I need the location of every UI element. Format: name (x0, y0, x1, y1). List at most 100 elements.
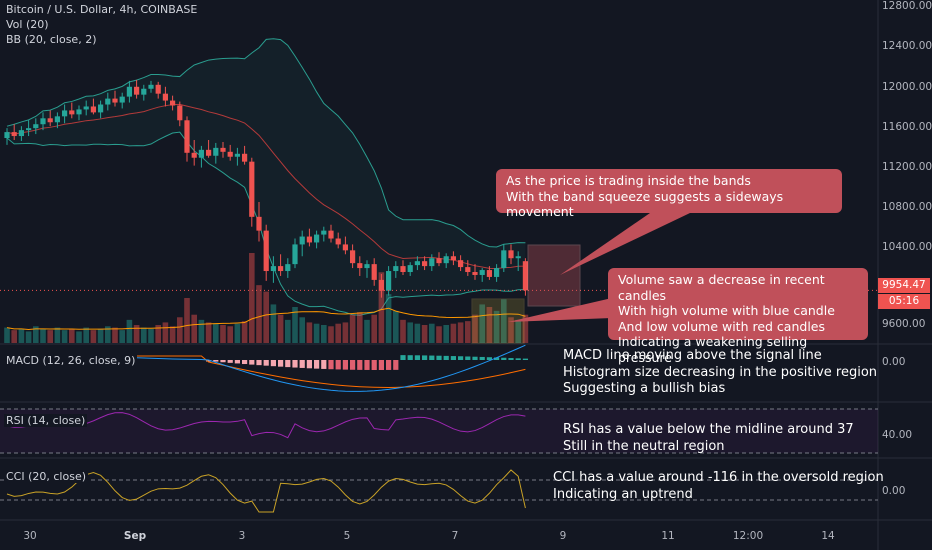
time-tick: 3 (238, 530, 246, 542)
volume-bar (169, 326, 176, 343)
candle-body (134, 86, 140, 95)
volume-bar (457, 322, 464, 343)
volume-bar (277, 314, 284, 343)
symbol-legend[interactable]: Bitcoin / U.S. Dollar, 4h, COINBASE (4, 3, 200, 16)
time-tick: 30 (23, 530, 37, 542)
note-line: Indicating an uptrend (553, 486, 693, 502)
candle-body (522, 261, 528, 291)
macd-histogram-bar (213, 360, 219, 362)
cci-line (6, 469, 526, 513)
volume-bar (133, 325, 140, 343)
macd-histogram-bar (357, 360, 363, 370)
candle-body (321, 230, 327, 235)
note-line: MACD line moving above the signal line (563, 348, 822, 363)
volume-bar (54, 327, 61, 343)
volume-bar (227, 326, 233, 343)
volume-bar (177, 317, 183, 343)
candle-body (105, 98, 111, 105)
volume-bar (198, 319, 205, 343)
macd-histogram-bar (364, 360, 370, 370)
candle-body (162, 93, 168, 101)
macd-histogram-bar (292, 360, 298, 368)
volume-bar (299, 317, 305, 343)
note-line: Histogram size decreasing in the positiv… (563, 364, 878, 380)
candle-body (148, 84, 154, 89)
volume-bar (141, 327, 147, 343)
price-tick: 11200.00 (882, 161, 932, 173)
candle-body (69, 110, 75, 115)
rsi-band (0, 409, 878, 453)
macd-histogram-bar (299, 360, 305, 368)
candle-body (357, 263, 363, 269)
candle-body (292, 244, 298, 265)
note-line: Suggesting a bullish bias (563, 381, 726, 396)
macd-histogram-bar (249, 360, 255, 365)
candle-body (486, 270, 492, 277)
note-line: CCI has a value around -116 in the overs… (553, 470, 884, 485)
macd-histogram-bar (328, 360, 334, 370)
bollinger-callout[interactable]: As the price is trading inside the bands… (496, 169, 842, 219)
macd-histogram-bar (285, 360, 291, 368)
candle-body (472, 272, 478, 275)
macd-histogram-bar (263, 360, 269, 366)
volume-bar (364, 319, 370, 343)
volume-bar (285, 319, 291, 343)
bollinger-legend[interactable]: BB (20, close, 2) (4, 33, 99, 46)
volume-bar (97, 328, 104, 343)
candle-body (400, 266, 406, 273)
candle-body (198, 149, 204, 158)
candle-body (54, 116, 60, 123)
volume-bar (450, 323, 457, 343)
bollinger-highlight-box (527, 244, 581, 307)
volume-bar (313, 323, 320, 343)
macd-histogram-bar (270, 360, 276, 367)
candle-body (371, 264, 377, 280)
volume-bar (522, 314, 529, 343)
macd-histogram-bar (422, 355, 428, 360)
candle-body (256, 216, 262, 231)
macd-note[interactable]: MACD line moving above the signal line H… (563, 348, 877, 398)
macd-histogram-bar (393, 360, 399, 370)
candle-body (112, 98, 118, 103)
volume-bar (4, 327, 10, 343)
candle-body (47, 118, 53, 123)
time-tick: 7 (451, 530, 459, 542)
macd-histogram-bar (234, 360, 240, 364)
candle-body (328, 230, 334, 239)
volume-bar (414, 323, 421, 343)
cci-legend[interactable]: CCI (20, close) (4, 470, 89, 483)
cci-indicator-label: CCI (20, close) (4, 470, 89, 483)
candle-body (314, 234, 320, 243)
volume-bar (349, 314, 356, 343)
volume-bar (508, 317, 514, 343)
candle-body (342, 244, 348, 251)
candle-body (479, 270, 485, 275)
rsi-legend[interactable]: RSI (14, close) (4, 414, 88, 427)
macd-histogram-bar (429, 355, 435, 360)
volume-bar (155, 325, 161, 343)
candle-body (90, 106, 96, 113)
volume-bar (292, 307, 298, 343)
macd-histogram-bar (472, 356, 478, 360)
volume-bar (249, 253, 255, 343)
volume-bar (328, 326, 334, 343)
cci-note[interactable]: CCI has a value around -116 in the overs… (553, 470, 884, 503)
rsi-axis-tick: 40.00 (882, 429, 913, 441)
last-price-badge: 9954.47 (878, 278, 930, 293)
volume-bar (205, 322, 212, 343)
time-tick-month: Sep (123, 530, 147, 542)
macd-histogram-bar (501, 357, 507, 360)
candle-body (76, 109, 82, 115)
volume-bar (465, 321, 471, 343)
macd-histogram-bar (371, 360, 377, 370)
volume-legend[interactable]: Vol (20) (4, 18, 51, 31)
price-tick: 12400.00 (882, 40, 932, 52)
macd-legend[interactable]: MACD (12, 26, close, 9) (4, 354, 138, 367)
volume-bar (47, 330, 53, 343)
volume-bar (112, 327, 118, 343)
volume-bar (378, 272, 385, 343)
volume-callout[interactable]: Volume saw a decrease in recent candles … (608, 268, 868, 365)
volume-ma-line (6, 307, 526, 331)
rsi-note[interactable]: RSI has a value below the midline around… (563, 422, 854, 455)
callout-line: With the band squeeze suggests a sideway… (506, 188, 784, 220)
